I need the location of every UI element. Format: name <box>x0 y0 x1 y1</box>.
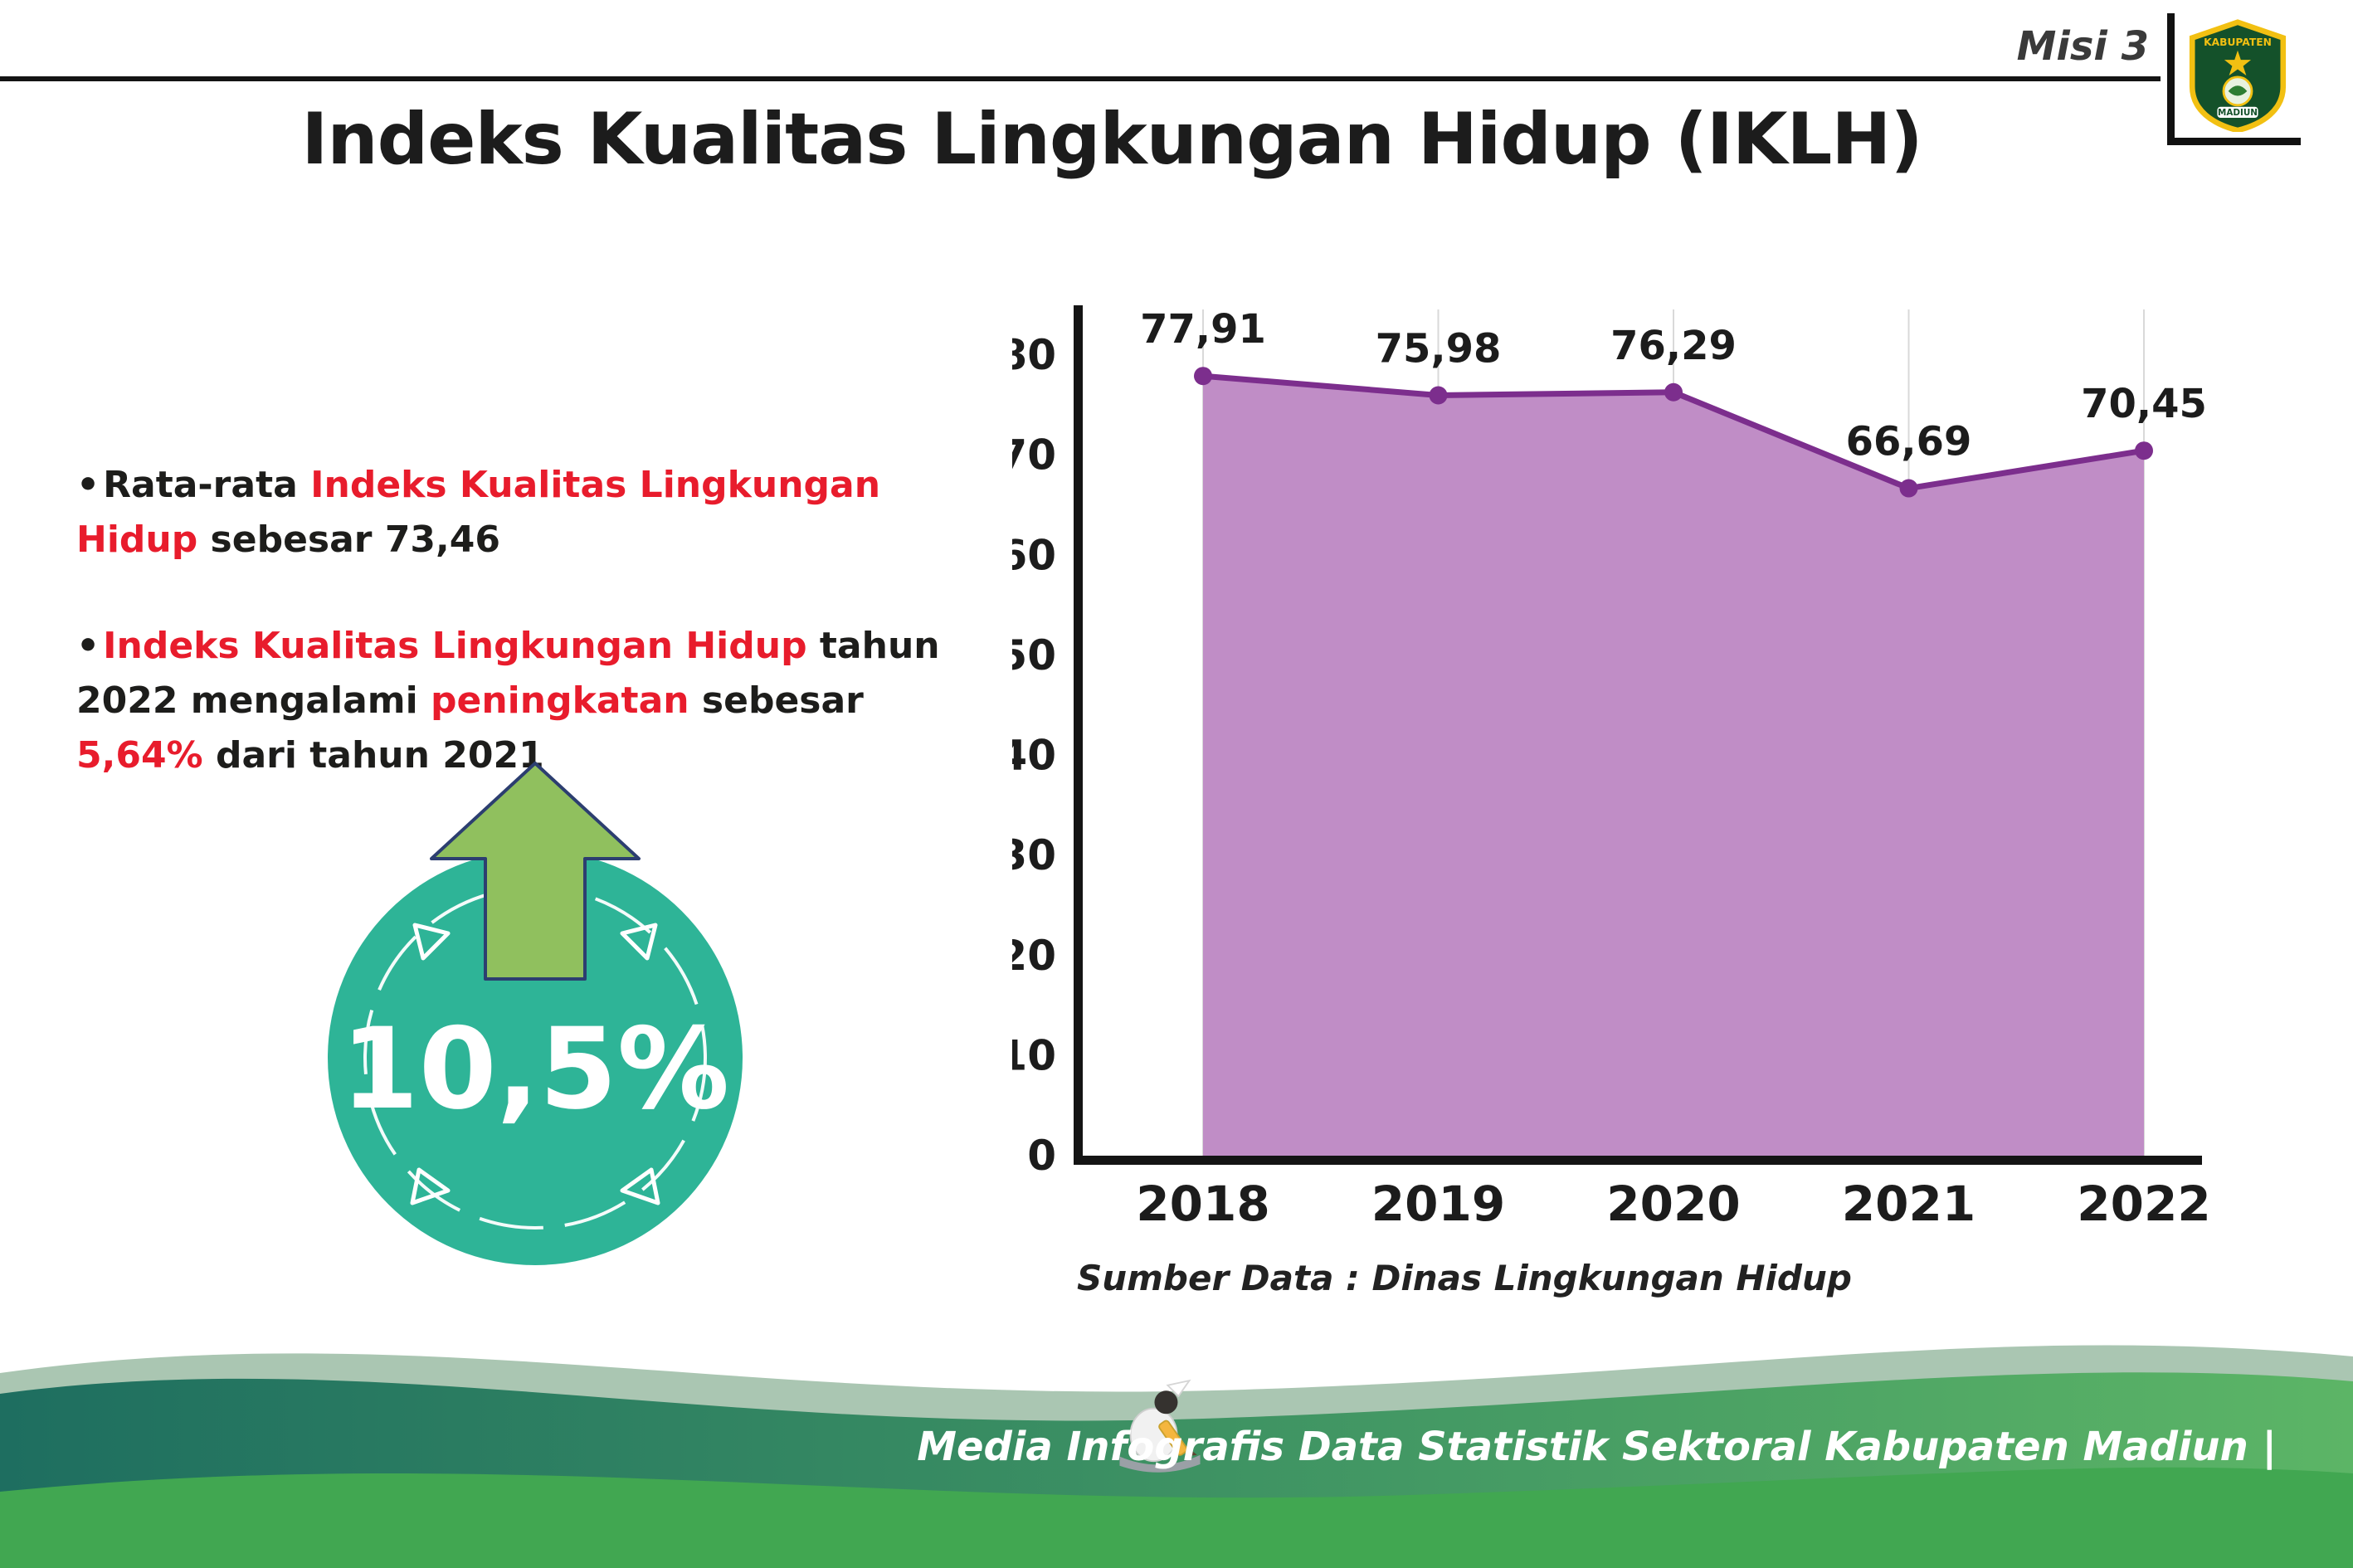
bullet-text: tahun 2022 mengalami <box>76 625 940 722</box>
footer-wave-front <box>0 1467 2353 1568</box>
y-tick-label: 60 <box>1012 531 1056 579</box>
x-tick-label: 2022 <box>2077 1176 2210 1232</box>
chart-point <box>2135 441 2153 460</box>
header-rule <box>0 76 2161 81</box>
chart-value-label: 77,91 <box>1140 306 1266 353</box>
bullet-average-iklh: •Rata-rata Indeks Kualitas Lingkungan Hi… <box>76 458 964 567</box>
misi-label: Misi 3 <box>2016 23 2149 70</box>
bullet-highlight: peningkatan <box>431 679 689 722</box>
footer-caption: Media Infografis Data Statistik Sektoral… <box>917 1424 2277 1470</box>
chart-value-label: 66,69 <box>1846 419 1972 465</box>
up-arrow-icon <box>430 762 641 981</box>
y-tick-label: 40 <box>1012 732 1056 780</box>
kabupaten-madiun-shield-icon: KABUPATEN MADIUN <box>2189 19 2287 132</box>
chart-section: 77,91 75,98 76,29 66,69 70,45 0 10 20 30 40 50 60 70… <box>1012 297 2248 1326</box>
bullet-marker: • <box>76 625 100 667</box>
bullet-text: dari tahun 2021 <box>202 734 544 777</box>
iklh-area-chart: 77,91 75,98 76,29 66,69 70,45 0 10 20 30 40 50 60 70… <box>1012 305 2211 1232</box>
bullet-text: sebesar 73,46 <box>197 519 500 561</box>
logo-bottom-text: MADIUN <box>2218 108 2258 118</box>
y-tick-label: 10 <box>1012 1031 1056 1079</box>
logo-top-text: KABUPATEN <box>2204 37 2272 48</box>
x-tick-label: 2021 <box>1842 1176 1975 1232</box>
bullet-marker: • <box>76 464 100 506</box>
y-tick-label: 50 <box>1012 631 1056 679</box>
chart-point <box>1429 386 1448 405</box>
bullet-highlight: 5,64% <box>76 734 203 777</box>
y-tick-label: 30 <box>1012 831 1056 879</box>
chart-value-label: 70,45 <box>2081 381 2207 427</box>
y-tick-label: 20 <box>1012 932 1056 980</box>
increase-badge-graphic: 10,5% <box>328 762 743 1265</box>
y-tick-label: 70 <box>1012 431 1056 480</box>
mascot-icon <box>1119 1379 1201 1473</box>
x-tick-label: 2019 <box>1371 1176 1505 1232</box>
x-tick-label: 2020 <box>1606 1176 1740 1232</box>
chart-area-fill <box>1203 376 2144 1156</box>
y-tick-label: 80 <box>1012 331 1056 379</box>
chart-point <box>1664 382 1683 402</box>
kabupaten-madiun-logo: KABUPATEN MADIUN <box>2167 13 2301 145</box>
x-tick-label: 2018 <box>1136 1176 1269 1232</box>
y-axis <box>1074 305 1083 1165</box>
badge-circle <box>328 850 743 1265</box>
chart-value-label: 76,29 <box>1610 323 1737 369</box>
bullet-text: Rata-rata <box>103 464 311 506</box>
increase-badge: 10,5% <box>311 759 759 1294</box>
data-source: Sumber Data : Dinas Lingkungan Hidup <box>1077 1258 1852 1298</box>
chart-point <box>1899 479 1918 498</box>
y-tick-label: 0 <box>1027 1132 1056 1180</box>
bullet-highlight: Indeks Kualitas Lingkungan Hidup <box>103 625 807 667</box>
bullet-text: sebesar <box>689 679 864 722</box>
bullet-highlight: Indeks Kualitas Lingkungan Hidup <box>76 464 881 561</box>
bullet-increase-iklh: •Indeks Kualitas Lingkungan Hidup tahun … <box>76 619 964 783</box>
summary-panel: •Rata-rata Indeks Kualitas Lingkungan Hi… <box>76 458 964 835</box>
x-axis <box>1074 1156 2202 1165</box>
chart-value-label: 75,98 <box>1376 325 1502 372</box>
badge-value: 10,5% <box>341 1004 729 1134</box>
badge-ring-triangles <box>410 923 660 1205</box>
page-title: Indeks Kualitas Lingkungan Hidup (IKLH) <box>301 98 1922 181</box>
chart-point <box>1194 367 1212 386</box>
